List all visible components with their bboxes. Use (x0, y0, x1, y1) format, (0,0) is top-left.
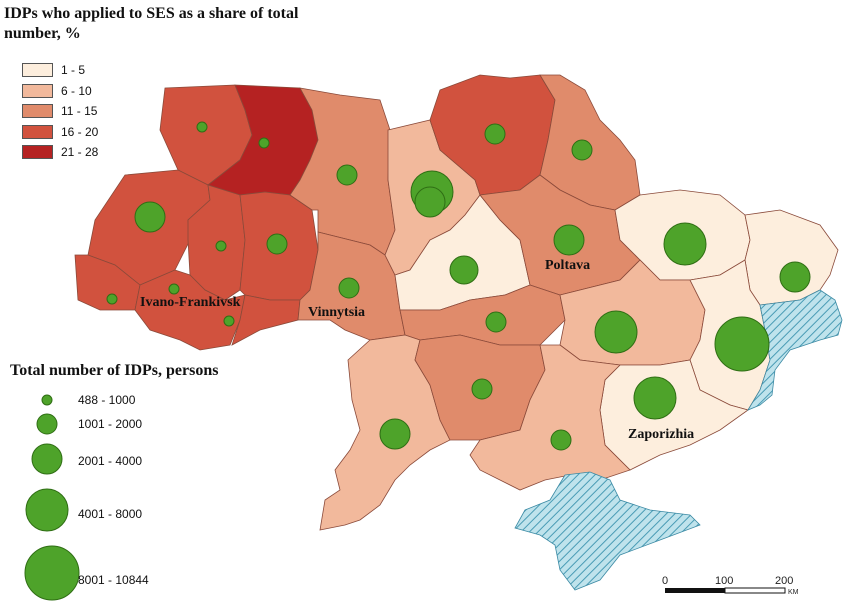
scale-label-200: 200 (775, 575, 793, 587)
bubble-volyn (196, 121, 208, 133)
bubble-poltava (553, 224, 585, 256)
idp-bubbles (106, 121, 811, 451)
city-label-poltava: Poltava (545, 258, 590, 273)
size-legend-label-2: 1001 - 2000 (78, 417, 143, 431)
bubble-dnipro (594, 310, 638, 354)
bubble-kyiv-oblast (414, 186, 446, 218)
bubble-kirovohrad (485, 311, 507, 333)
bubble-chernivtsi (223, 315, 235, 327)
bubble-kharkiv (663, 222, 707, 266)
bubble-vinnytsia (338, 277, 360, 299)
share-swatch-5 (22, 145, 53, 160)
bubble-cherkasy (449, 255, 479, 285)
bubble-luhansk (779, 261, 811, 293)
size-legend-label-1: 488 - 1000 (78, 393, 136, 407)
bubble-mykolaiv (471, 378, 493, 400)
bubble-sumy (571, 139, 593, 161)
bubble-rivne (258, 137, 270, 149)
bubble-zaporizhia (633, 376, 677, 420)
share-legend-label: 16 - 20 (61, 124, 99, 139)
share-legend: 1 - 5 6 - 10 11 - 15 16 - 20 21 - 28 (22, 60, 98, 163)
map-title: IDPs who applied to SES as a share of to… (4, 5, 299, 42)
bubble-ternopil (215, 240, 227, 252)
size-legend-circle-1 (41, 394, 53, 406)
share-legend-row: 1 - 5 (22, 60, 98, 81)
bubble-odesa (379, 418, 411, 450)
bubble-zakarpattia (106, 293, 118, 305)
scale-bar: 0 100 200 KM (662, 575, 799, 596)
occupied-donbas (747, 289, 843, 411)
bubble-lviv (134, 201, 166, 233)
bubble-ivano-frankivsk (168, 283, 180, 295)
size-legend-label-3: 2001 - 4000 (78, 454, 143, 468)
share-legend-row: 11 - 15 (22, 101, 98, 122)
share-swatch-2 (22, 83, 53, 98)
share-legend-label: 6 - 10 (61, 83, 92, 98)
bubble-khmelnytskyi (266, 233, 288, 255)
share-legend-row: 16 - 20 (22, 122, 98, 143)
occupied-crimea (514, 471, 701, 591)
share-legend-label: 11 - 15 (61, 104, 98, 119)
size-legend-label-4: 4001 - 8000 (78, 507, 143, 521)
bubble-donetsk (714, 316, 770, 372)
share-legend-row: 21 - 28 (22, 142, 98, 163)
size-legend-label-5: 8001 - 10844 (78, 573, 149, 587)
city-label-zaporizhia: Zaporizhia (628, 427, 694, 442)
size-legend-circle-5 (24, 545, 80, 601)
share-swatch-4 (22, 124, 53, 139)
share-swatch-3 (22, 104, 53, 119)
size-legend-circle-4 (25, 488, 69, 532)
share-swatch-1 (22, 63, 53, 78)
size-legend-circles (24, 394, 80, 601)
scale-label-100: 100 (715, 575, 733, 587)
share-legend-label: 1 - 5 (61, 63, 86, 78)
region-kherson (469, 344, 631, 491)
scale-unit: KM (788, 589, 799, 596)
size-legend-circle-3 (31, 443, 63, 475)
share-legend-label: 21 - 28 (61, 145, 99, 160)
city-label-vinnytsia: Vinnytsia (308, 305, 365, 320)
bubble-chernihiv (484, 123, 506, 145)
scale-label-0: 0 (662, 575, 668, 587)
bubble-zhytomyr (336, 164, 358, 186)
bubble-kherson (550, 429, 572, 451)
size-legend-title: Total number of IDPs, persons (10, 362, 219, 379)
size-legend-circle-2 (36, 413, 58, 435)
share-legend-row: 6 - 10 (22, 81, 98, 102)
city-label-ivano-frankivsk: Ivano-Frankivsk (140, 295, 241, 310)
